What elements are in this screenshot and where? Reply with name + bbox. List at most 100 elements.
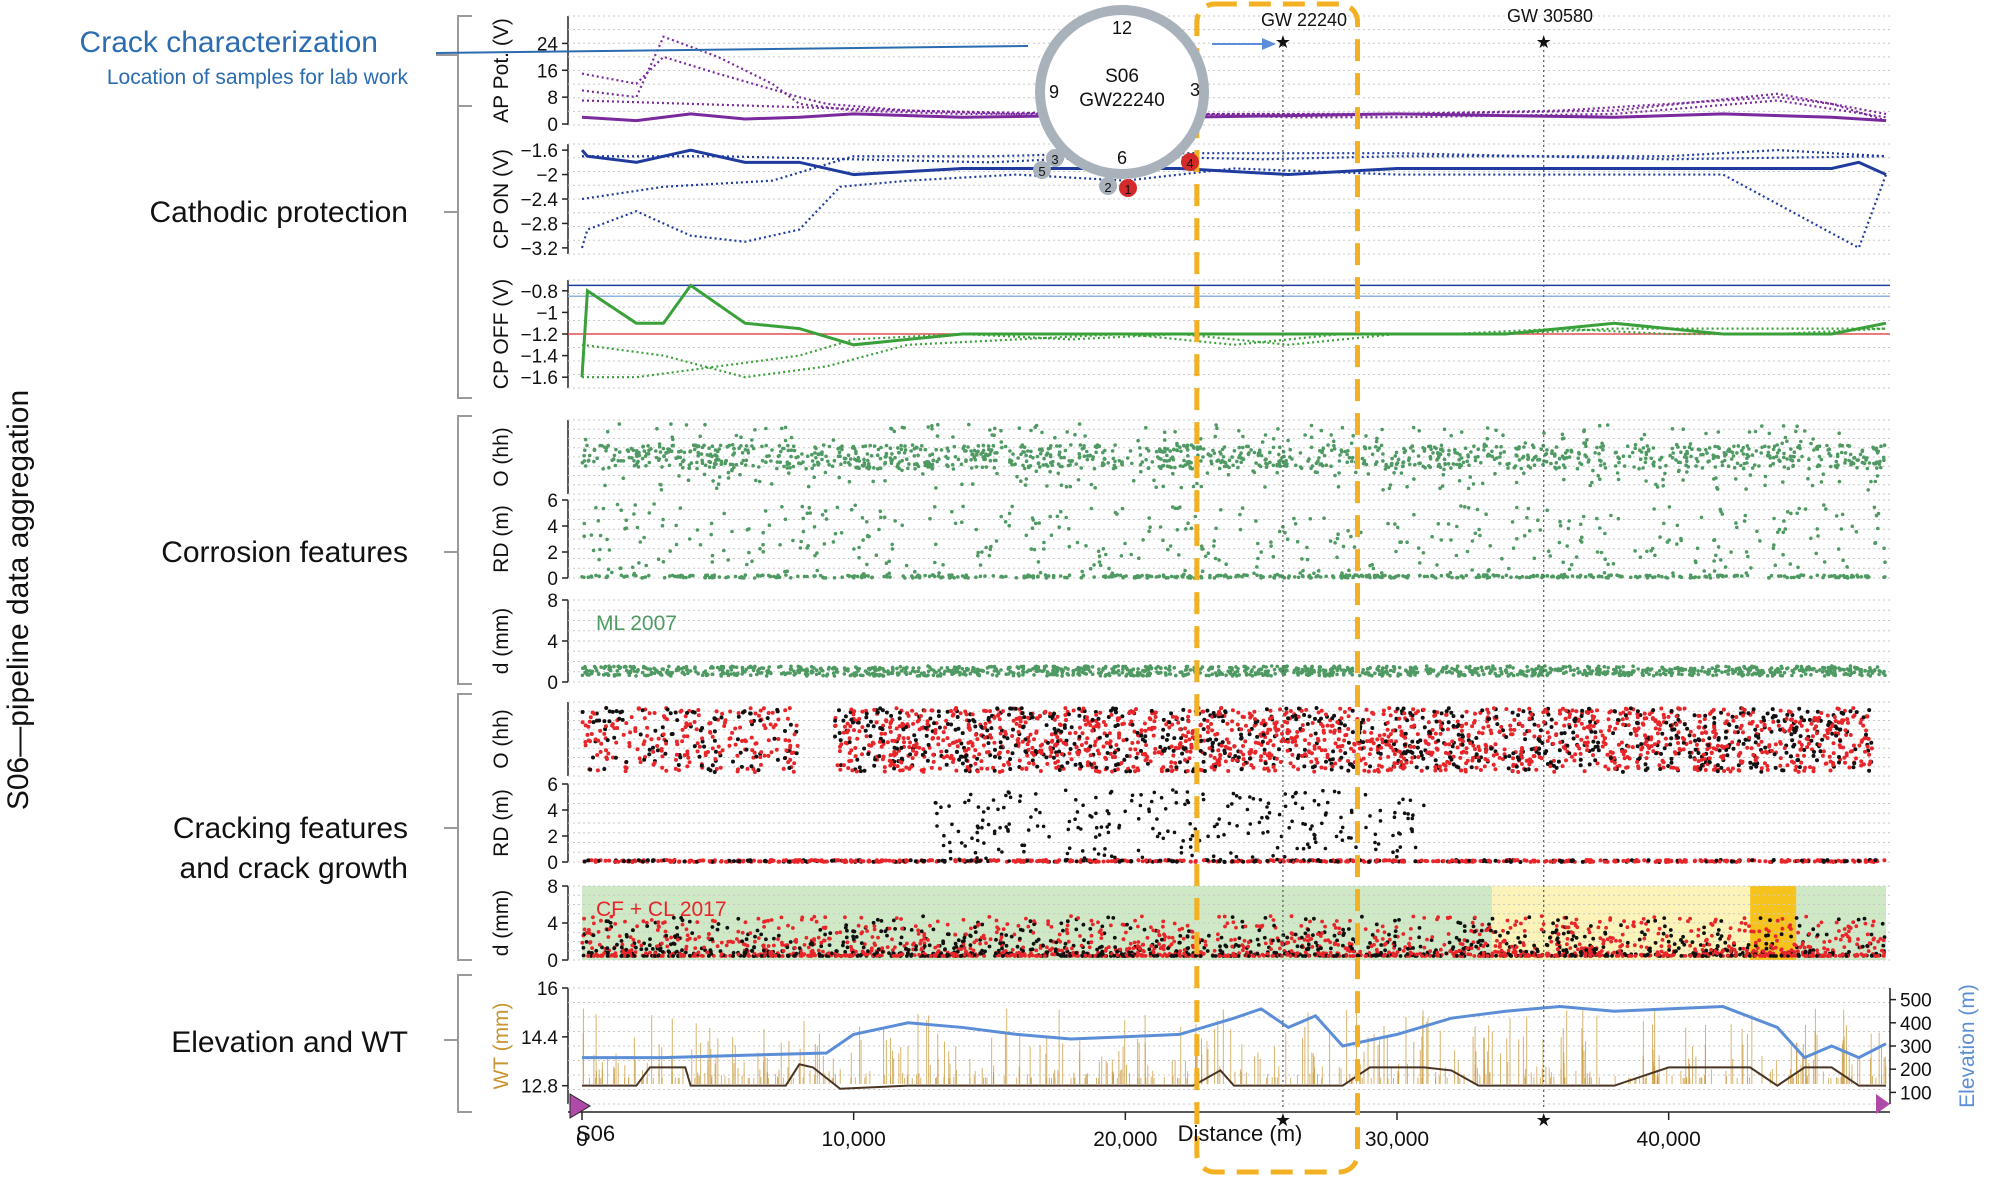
panel-4-point bbox=[1836, 575, 1841, 580]
panel-5-point bbox=[1500, 671, 1504, 676]
panel-3-point bbox=[621, 476, 626, 481]
panel-3-point bbox=[751, 446, 756, 451]
panel-6-point bbox=[1392, 752, 1397, 757]
panel-3-point bbox=[1421, 464, 1425, 469]
panel-6-point bbox=[959, 741, 964, 746]
panel-5-point bbox=[1016, 666, 1021, 671]
panel-6-point bbox=[773, 722, 778, 727]
panel-4-point bbox=[745, 528, 750, 532]
panel-5-point bbox=[1863, 668, 1867, 673]
panel-3-point bbox=[1862, 455, 1866, 460]
panel-4-point bbox=[1461, 575, 1465, 580]
panel-3-point bbox=[905, 457, 909, 462]
panel-5-point bbox=[1440, 669, 1445, 674]
panel-6-point bbox=[1296, 706, 1301, 711]
panel-6-point bbox=[1473, 747, 1477, 752]
panel-4-point bbox=[866, 533, 870, 538]
panel-3-point bbox=[1387, 486, 1392, 491]
panel-3-point bbox=[935, 434, 940, 438]
panel-6-point bbox=[605, 738, 610, 743]
panel-3-point bbox=[1726, 464, 1731, 469]
panel-3-point bbox=[869, 454, 874, 458]
panel-4-point bbox=[1611, 562, 1616, 566]
panel-3-point bbox=[1175, 448, 1179, 452]
panel-6-point bbox=[1414, 765, 1419, 770]
panel-3-point bbox=[1389, 463, 1394, 468]
panel-6-point bbox=[1351, 765, 1356, 769]
panel-6-point bbox=[788, 745, 793, 750]
panel-5-point bbox=[1507, 673, 1511, 677]
panel-6-point bbox=[1143, 734, 1148, 739]
panel-6-point bbox=[683, 714, 688, 719]
panel-4-point bbox=[1749, 566, 1753, 570]
panel-4-point bbox=[1633, 574, 1638, 579]
panel-3-point bbox=[1138, 463, 1143, 467]
panel-5-point bbox=[1090, 665, 1095, 669]
panel-4-point bbox=[1809, 536, 1813, 541]
panel-3-point bbox=[1069, 459, 1073, 464]
panel-3-point bbox=[1102, 457, 1107, 461]
panel-6-point bbox=[1450, 739, 1455, 744]
panel-3-point bbox=[1577, 450, 1581, 455]
panel-3-point bbox=[823, 470, 828, 475]
panel-3-point bbox=[1040, 448, 1044, 453]
panel-4-point bbox=[1678, 574, 1682, 579]
panel-3-point bbox=[1759, 451, 1763, 455]
panel-6-point bbox=[1253, 720, 1258, 725]
panel-6-point bbox=[623, 765, 628, 770]
panel-3-point bbox=[1476, 447, 1480, 452]
panel-3-point bbox=[728, 462, 733, 467]
panel-6-point bbox=[944, 749, 949, 754]
panel-4-point bbox=[619, 508, 623, 512]
panel-3-point bbox=[847, 479, 852, 484]
panel-3-point bbox=[1622, 464, 1627, 468]
panel-4-point bbox=[1842, 575, 1847, 579]
panel-5-point bbox=[805, 672, 810, 677]
panel-5-point bbox=[1275, 664, 1279, 669]
panel-6-point bbox=[1712, 721, 1717, 725]
panel-3-point bbox=[883, 460, 888, 465]
panel-5-point bbox=[688, 669, 693, 673]
panel-6-point bbox=[1701, 752, 1706, 757]
panel-3-point bbox=[621, 459, 626, 463]
panel-4-point bbox=[1173, 506, 1178, 511]
panel-6-point bbox=[1480, 708, 1485, 713]
panel-6-point bbox=[1786, 709, 1791, 714]
panel-3-point bbox=[1752, 463, 1757, 467]
panel-4-point bbox=[1448, 570, 1453, 575]
panel-3-point bbox=[1463, 446, 1468, 451]
panel-4-point bbox=[933, 505, 937, 509]
panel-5-point bbox=[1676, 672, 1681, 676]
panel-3-point bbox=[810, 459, 815, 463]
panel-3-point bbox=[667, 463, 672, 468]
panel-4-ytick-label: 6 bbox=[547, 491, 558, 512]
panel-5-point bbox=[652, 671, 657, 675]
panel-5-point bbox=[1447, 669, 1452, 674]
panel-4-point bbox=[726, 558, 730, 562]
panel-4-point bbox=[1801, 573, 1806, 578]
panel-4-point bbox=[1269, 540, 1273, 544]
panel-3-point bbox=[1350, 455, 1355, 460]
panel-5-point bbox=[873, 665, 877, 670]
panel-3-point bbox=[1490, 449, 1494, 454]
panel-4-point bbox=[1169, 574, 1174, 579]
panel-3-point bbox=[1488, 453, 1492, 458]
panel-4-point bbox=[1834, 514, 1839, 518]
panel-3-point bbox=[1560, 436, 1565, 441]
panel-4-point bbox=[1425, 574, 1429, 579]
panel-4-point bbox=[1735, 573, 1740, 578]
panel-4-point bbox=[1435, 563, 1439, 567]
panel-4-point bbox=[1200, 547, 1204, 551]
panel-5-point bbox=[1408, 665, 1413, 670]
panel-3-point bbox=[1696, 447, 1701, 452]
panel-3-point bbox=[1271, 463, 1276, 468]
panel-5-point bbox=[1480, 668, 1485, 673]
panel-4-point bbox=[1545, 573, 1550, 578]
panel-4-point bbox=[1515, 575, 1519, 579]
panel-3-point bbox=[1205, 471, 1210, 475]
panel-4-point bbox=[941, 563, 945, 567]
panel-4-point bbox=[1532, 556, 1537, 561]
section-brackets bbox=[436, 15, 472, 1113]
panel-5-point bbox=[1473, 667, 1477, 671]
panel-3-point bbox=[738, 472, 742, 477]
